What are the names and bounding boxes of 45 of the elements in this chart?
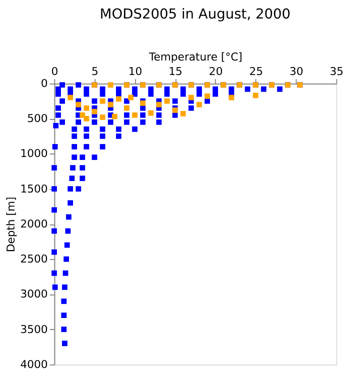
y-tick-label: 1500 [20,182,48,196]
point [128,94,134,100]
point [196,102,202,108]
point [92,108,98,114]
point [188,94,194,100]
point [148,110,154,116]
y-tick-label: 0 [40,76,48,90]
point [116,96,122,102]
point [100,98,106,104]
x-tick-label: 0 [51,65,58,78]
y-tick-label: 2500 [20,252,48,266]
point [108,102,114,108]
y-tick-label: 2000 [20,217,48,230]
x-tick-label: 5 [92,65,98,78]
point [112,114,118,120]
y-axis-title: Depth [m] [4,196,18,252]
y-tick-label: 500 [27,112,48,126]
point [180,111,186,116]
point [108,82,114,88]
point [100,114,106,120]
point [84,105,90,111]
x-tick-label: 25 [249,65,263,78]
x-axis-title: Temperature [°C] [148,50,242,64]
x-tick-label: 10 [128,65,142,78]
y-tick-label: 3500 [20,322,48,336]
point [132,112,138,118]
point [204,93,210,99]
point [76,102,82,108]
y-tick-label: 3000 [20,288,48,301]
x-tick-label: 20 [208,65,223,78]
x-tick-label: 15 [168,65,182,78]
point [68,94,74,100]
chart-title: MODS2005 in August, 2000 [100,6,291,22]
y-tick-label: 1000 [20,147,48,160]
point [228,94,234,100]
point [164,98,170,104]
point [172,108,178,113]
x-tick-label: 30 [289,65,304,78]
point [156,102,162,108]
point [80,112,86,118]
point [84,116,90,122]
point [124,105,130,111]
x-tick-label: 35 [330,65,344,78]
y-tick-label: 4000 [20,358,48,371]
point [252,92,258,98]
